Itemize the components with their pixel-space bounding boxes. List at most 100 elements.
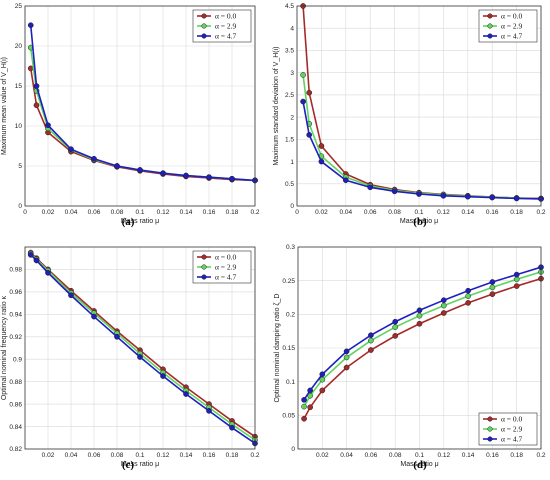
x-tick-label: 0.2 bbox=[250, 452, 259, 459]
data-point bbox=[513, 276, 520, 283]
y-tick-label: 0.82 bbox=[9, 446, 22, 453]
y-tick-label: 0 bbox=[18, 203, 22, 210]
data-point bbox=[33, 257, 40, 264]
panel-label: (c) bbox=[122, 459, 135, 471]
x-axis-label: Mass ratio μ bbox=[121, 461, 159, 468]
data-point bbox=[440, 192, 447, 199]
data-point bbox=[301, 396, 307, 403]
x-tick-label: 0 bbox=[295, 209, 299, 216]
y-tick-label: 2.5 bbox=[285, 92, 294, 99]
x-tick-label: 0.16 bbox=[203, 209, 216, 216]
data-point bbox=[367, 184, 374, 191]
data-point bbox=[160, 373, 166, 379]
plot-frame bbox=[296, 5, 542, 207]
data-point bbox=[392, 333, 399, 339]
x-tick-label: 0.04 bbox=[339, 209, 352, 216]
data-point bbox=[392, 324, 399, 330]
legend-label: α = 2.9 bbox=[215, 22, 237, 31]
data-point bbox=[489, 291, 496, 297]
chart-panel-3: 0.02 0.04 0.06 0.08 0.1 0.12 0.14 0.16 0.18 0.2 0.… bbox=[1, 246, 260, 471]
y-tick-label: 0 bbox=[290, 203, 294, 210]
y-axis-label: Optimal nominal frequency ratio κ bbox=[1, 295, 8, 400]
series-line bbox=[302, 101, 542, 200]
y-tick-label: 25 bbox=[15, 3, 23, 10]
legend-marker bbox=[487, 416, 493, 422]
data-point bbox=[342, 177, 349, 184]
data-point bbox=[45, 269, 51, 276]
x-tick-label: 0.18 bbox=[510, 452, 523, 459]
data-point bbox=[68, 146, 74, 153]
x-tick-label: 0.06 bbox=[88, 209, 101, 216]
series-line bbox=[303, 277, 542, 420]
data-point bbox=[27, 22, 34, 29]
legend-label: α = 0.0 bbox=[501, 12, 523, 21]
y-tick-label: 1.5 bbox=[285, 137, 294, 144]
y-tick-label: 2 bbox=[290, 114, 294, 121]
x-tick-label: 0.2 bbox=[536, 452, 545, 459]
data-point bbox=[416, 320, 423, 327]
y-tick-label: 4 bbox=[290, 25, 294, 32]
data-point bbox=[114, 333, 120, 340]
legend-label: α = 2.9 bbox=[215, 263, 237, 272]
data-point bbox=[489, 194, 496, 201]
y-tick-label: 0.15 bbox=[282, 345, 295, 352]
data-point bbox=[300, 72, 306, 78]
x-axis-label: Mass ratio μ bbox=[400, 461, 438, 468]
y-tick-label: 0.25 bbox=[282, 278, 295, 285]
x-tick-label: 0.1 bbox=[135, 452, 144, 459]
x-tick-label: 0.18 bbox=[226, 452, 239, 459]
x-tick-label: 0.02 bbox=[315, 209, 328, 216]
data-point bbox=[368, 347, 374, 353]
x-tick-label: 0.2 bbox=[536, 209, 545, 216]
x-tick-label: 0.2 bbox=[250, 209, 259, 216]
legend-label: α = 4.7 bbox=[501, 435, 523, 444]
x-tick-label: 0.14 bbox=[462, 452, 475, 459]
data-point bbox=[319, 371, 326, 378]
legend-marker bbox=[487, 23, 493, 29]
x-tick-label: 0.04 bbox=[340, 452, 353, 459]
data-point bbox=[465, 287, 471, 294]
data-point bbox=[489, 279, 496, 285]
data-point bbox=[301, 415, 307, 422]
y-tick-label: 0.94 bbox=[9, 312, 22, 319]
x-tick-label: 0.16 bbox=[486, 452, 499, 459]
y-tick-label: 3 bbox=[290, 70, 294, 77]
series-line bbox=[303, 266, 542, 401]
panel-label: (a) bbox=[122, 216, 135, 228]
legend: α = 0.0α = 2.9α = 4.7 bbox=[192, 250, 252, 284]
data-point bbox=[306, 89, 313, 96]
legend-marker bbox=[487, 436, 493, 442]
data-point bbox=[343, 364, 350, 371]
plot-frame bbox=[24, 246, 256, 450]
data-point bbox=[464, 193, 471, 200]
data-point bbox=[368, 337, 374, 344]
x-tick-label: 0.02 bbox=[42, 452, 55, 459]
y-tick-label: 5 bbox=[18, 163, 22, 170]
y-tick-label: 4.5 bbox=[285, 3, 294, 10]
y-tick-label: 20 bbox=[15, 43, 23, 50]
x-tick-label: 0 bbox=[23, 209, 27, 216]
data-point bbox=[91, 155, 97, 162]
data-point bbox=[114, 163, 120, 169]
data-point bbox=[368, 332, 374, 339]
x-tick-label: 0.14 bbox=[180, 209, 193, 216]
data-point bbox=[160, 170, 166, 177]
legend-label: α = 4.7 bbox=[215, 32, 237, 41]
y-axis-label: Maximum mean value of V_H(ι) bbox=[1, 57, 8, 155]
y-tick-label: 0 bbox=[291, 446, 295, 453]
x-tick-label: 0.08 bbox=[111, 209, 124, 216]
legend-marker bbox=[487, 13, 493, 19]
legend: α = 0.0α = 2.9α = 4.7 bbox=[192, 9, 252, 43]
y-tick-label: 0.5 bbox=[285, 181, 294, 188]
data-point bbox=[318, 158, 325, 165]
chart-panel-4: 0.02 0.04 0.06 0.08 0.1 0.12 0.14 0.16 0.18 0.2 0 0… bbox=[274, 244, 546, 471]
x-tick-label: 0.12 bbox=[157, 452, 170, 459]
data-point bbox=[68, 292, 74, 299]
data-point bbox=[440, 297, 447, 304]
legend: α = 0.0α = 2.9α = 4.7 bbox=[478, 9, 538, 43]
plot-frame bbox=[24, 5, 256, 207]
x-tick-label: 0.1 bbox=[415, 452, 424, 459]
data-point bbox=[440, 310, 447, 316]
data-point bbox=[307, 404, 313, 411]
